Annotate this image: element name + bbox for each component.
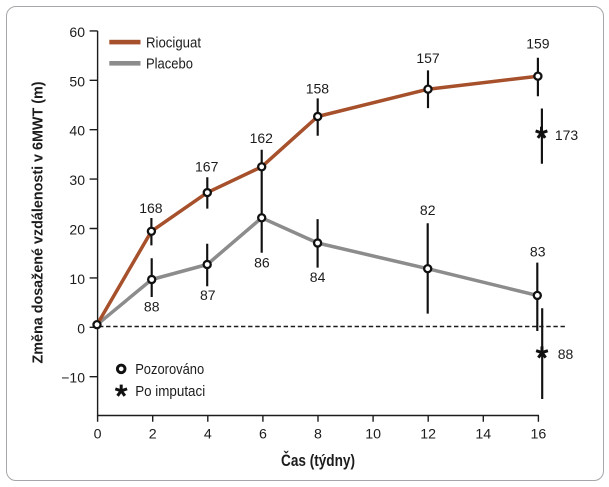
- svg-text:159: 159: [526, 36, 550, 52]
- svg-text:88: 88: [144, 299, 160, 315]
- svg-text:−10: −10: [61, 370, 85, 386]
- svg-text:60: 60: [69, 24, 85, 40]
- svg-text:162: 162: [250, 130, 274, 146]
- svg-text:87: 87: [200, 287, 216, 303]
- svg-text:30: 30: [69, 172, 85, 188]
- svg-text:168: 168: [139, 200, 163, 216]
- svg-text:173: 173: [555, 127, 579, 143]
- svg-text:2: 2: [149, 427, 157, 443]
- svg-text:16: 16: [531, 427, 547, 443]
- svg-text:Riociguat: Riociguat: [146, 34, 202, 51]
- svg-text:14: 14: [475, 427, 491, 443]
- svg-text:82: 82: [420, 202, 436, 218]
- svg-text:84: 84: [310, 269, 326, 285]
- svg-text:88: 88: [558, 346, 574, 362]
- svg-text:20: 20: [69, 222, 85, 238]
- svg-text:Placebo: Placebo: [146, 55, 193, 72]
- svg-text:83: 83: [530, 243, 546, 259]
- svg-text:50: 50: [69, 73, 85, 89]
- svg-text:86: 86: [254, 254, 270, 270]
- svg-text:12: 12: [420, 427, 436, 443]
- svg-text:10: 10: [365, 427, 381, 443]
- svg-text:6: 6: [259, 427, 267, 443]
- svg-text:Po imputaci: Po imputaci: [135, 383, 205, 400]
- svg-text:0: 0: [77, 320, 85, 336]
- svg-text:158: 158: [306, 81, 330, 97]
- svg-text:167: 167: [195, 159, 219, 175]
- svg-text:157: 157: [416, 50, 440, 66]
- svg-text:0: 0: [94, 427, 102, 443]
- svg-text:4: 4: [204, 427, 212, 443]
- svg-text:10: 10: [69, 271, 85, 287]
- svg-text:40: 40: [69, 123, 85, 139]
- svg-text:Pozorováno: Pozorováno: [135, 361, 204, 378]
- svg-text:Změna dosažené vzdálenosti v 6: Změna dosažené vzdálenosti v 6MWT (m): [30, 82, 47, 364]
- svg-text:8: 8: [314, 427, 322, 443]
- svg-text:Čas (týdny): Čas (týdny): [281, 451, 355, 470]
